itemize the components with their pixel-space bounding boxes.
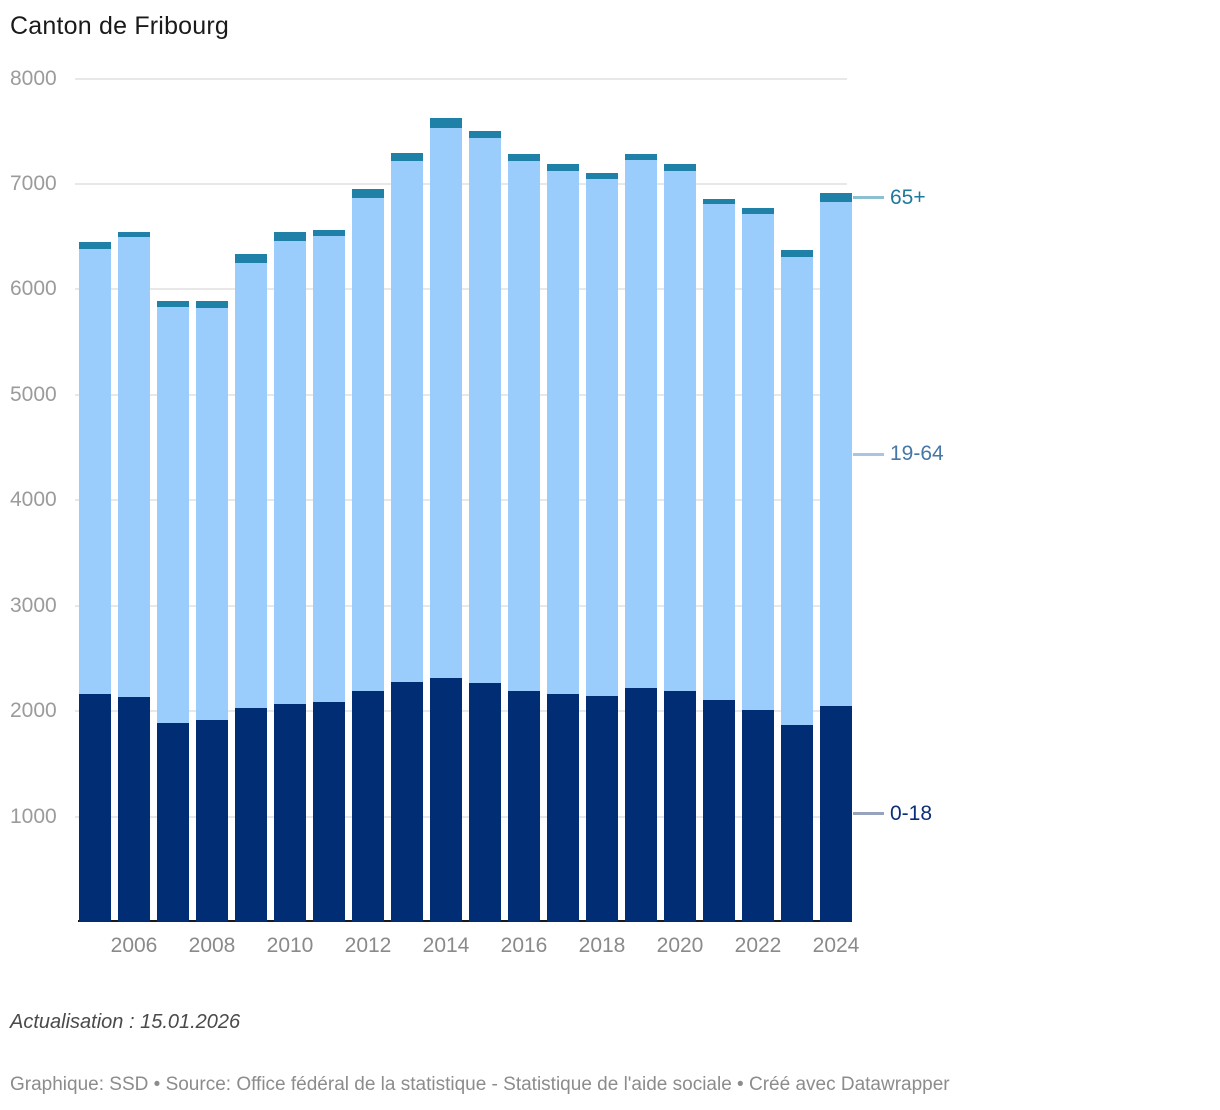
bar-2024-segment-0-18[interactable] [820,705,852,922]
bar-2015-segment-65+[interactable] [469,130,501,139]
bar-2016-segment-65+[interactable] [508,154,540,161]
bar-2012-segment-65+[interactable] [352,189,384,198]
bar-2020-segment-0-18[interactable] [664,691,696,922]
bar-2016-segment-0-18[interactable] [508,690,540,922]
bar-2019-segment-65+[interactable] [625,153,657,161]
bar-2016-segment-19-64[interactable] [508,160,540,691]
y-axis-tick-label: 1000 [10,804,57,828]
bar-2008-segment-19-64[interactable] [196,308,228,720]
legend-label-0-18: 0-18 [890,801,933,825]
bar-2019-segment-19-64[interactable] [625,160,657,689]
bar-2006-segment-65+[interactable] [118,232,150,237]
bar-2006-segment-0-18[interactable] [118,697,150,922]
gridline-8000 [75,77,847,80]
x-axis-tick-label-2022: 2022 [734,934,782,957]
x-axis-tick-label-2024: 2024 [812,934,860,957]
bar-2017-segment-0-18[interactable] [547,693,579,922]
bar-2005-segment-0-18[interactable] [79,694,111,922]
bar-2015-segment-0-18[interactable] [469,682,501,922]
bar-2011-segment-0-18[interactable] [313,701,345,922]
bar-2019-segment-0-18[interactable] [625,688,657,922]
bar-2021-segment-0-18[interactable] [703,699,735,922]
bar-2021-segment-19-64[interactable] [703,203,735,700]
bar-2014-segment-0-18[interactable] [430,678,462,922]
bar-2010-segment-65+[interactable] [274,232,306,241]
bar-2022-segment-19-64[interactable] [742,213,774,711]
bar-2010-segment-19-64[interactable] [274,240,306,704]
bar-2018-segment-0-18[interactable] [586,696,618,922]
update-note: Actualisation : 15.01.2026 [10,1011,241,1033]
bar-2007-segment-65+[interactable] [157,300,189,308]
bar-2013-segment-65+[interactable] [391,152,423,162]
bar-2010-segment-0-18[interactable] [274,703,306,922]
x-axis-tick-label-2014: 2014 [422,934,470,957]
x-axis-tick-label-2012: 2012 [344,934,392,957]
bar-2020-segment-19-64[interactable] [664,171,696,692]
bar-2009-segment-65+[interactable] [235,254,267,263]
x-axis-tick-label-2016: 2016 [500,934,548,957]
bar-2022-segment-0-18[interactable] [742,710,774,922]
legend-label-65+: 65+ [890,185,926,209]
bar-2023-segment-19-64[interactable] [781,256,813,726]
credits-line: Graphique: SSD • Source: Office fédéral … [10,1074,950,1095]
y-axis-tick-label: 3000 [10,593,57,617]
y-axis-tick-label: 7000 [10,171,57,195]
bar-2018-segment-19-64[interactable] [586,178,618,697]
bar-2009-segment-0-18[interactable] [235,707,267,922]
y-axis-tick-label: 5000 [10,382,57,406]
bar-2012-segment-19-64[interactable] [352,197,384,691]
y-axis-tick-label: 8000 [10,66,57,90]
bar-2014-segment-19-64[interactable] [430,127,462,679]
chart-title: Canton de Fribourg [10,12,230,40]
bar-2011-segment-65+[interactable] [313,229,345,236]
x-axis-baseline [78,920,852,922]
x-axis-tick-label-2010: 2010 [266,934,314,957]
legend-connector-65+ [853,196,884,200]
bar-2009-segment-19-64[interactable] [235,263,267,708]
y-axis-tick-label: 6000 [10,277,57,301]
bar-2014-segment-65+[interactable] [430,118,462,128]
x-axis-tick-label-2008: 2008 [188,934,236,957]
bar-2017-segment-19-64[interactable] [547,171,579,694]
bar-2020-segment-65+[interactable] [664,164,696,172]
bar-2005-segment-65+[interactable] [79,241,111,250]
bar-2013-segment-19-64[interactable] [391,161,423,682]
bar-2023-segment-0-18[interactable] [781,725,813,922]
bar-2005-segment-19-64[interactable] [79,249,111,695]
bar-2013-segment-0-18[interactable] [391,681,423,922]
legend-connector-19-64 [853,452,884,456]
bar-2011-segment-19-64[interactable] [313,235,345,702]
bar-2007-segment-19-64[interactable] [157,307,189,723]
x-axis-tick-label-2006: 2006 [110,934,158,957]
bar-2006-segment-19-64[interactable] [118,236,150,698]
bar-2022-segment-65+[interactable] [742,208,774,214]
y-axis-tick-label: 4000 [10,488,57,512]
y-axis-tick-label: 2000 [10,699,57,723]
bar-2007-segment-0-18[interactable] [157,722,189,922]
bar-2012-segment-0-18[interactable] [352,690,384,922]
bar-2008-segment-0-18[interactable] [196,719,228,922]
bar-2015-segment-19-64[interactable] [469,138,501,683]
legend-label-19-64: 19-64 [890,442,944,466]
bar-2024-segment-19-64[interactable] [820,202,852,706]
bar-2017-segment-65+[interactable] [547,164,579,172]
bar-2008-segment-65+[interactable] [196,300,228,309]
bar-2021-segment-65+[interactable] [703,198,735,204]
x-axis-tick-label-2018: 2018 [578,934,626,957]
bar-2023-segment-65+[interactable] [781,250,813,257]
bar-2024-segment-65+[interactable] [820,192,852,203]
x-axis-tick-label-2020: 2020 [656,934,704,957]
legend-connector-0-18 [853,812,884,816]
bar-2018-segment-65+[interactable] [586,172,618,179]
